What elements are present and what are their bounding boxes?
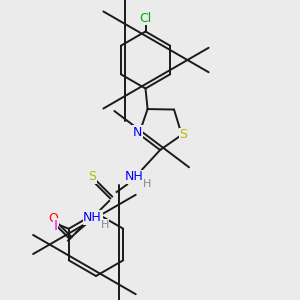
Text: H: H — [100, 220, 109, 230]
Text: NH: NH — [125, 170, 144, 184]
Text: S: S — [179, 128, 187, 141]
Text: Cl: Cl — [140, 11, 152, 25]
Text: O: O — [49, 212, 58, 226]
Text: N: N — [133, 126, 142, 139]
Text: H: H — [142, 179, 151, 190]
Text: NH: NH — [83, 211, 102, 224]
Text: I: I — [53, 219, 57, 233]
Text: S: S — [88, 170, 97, 184]
